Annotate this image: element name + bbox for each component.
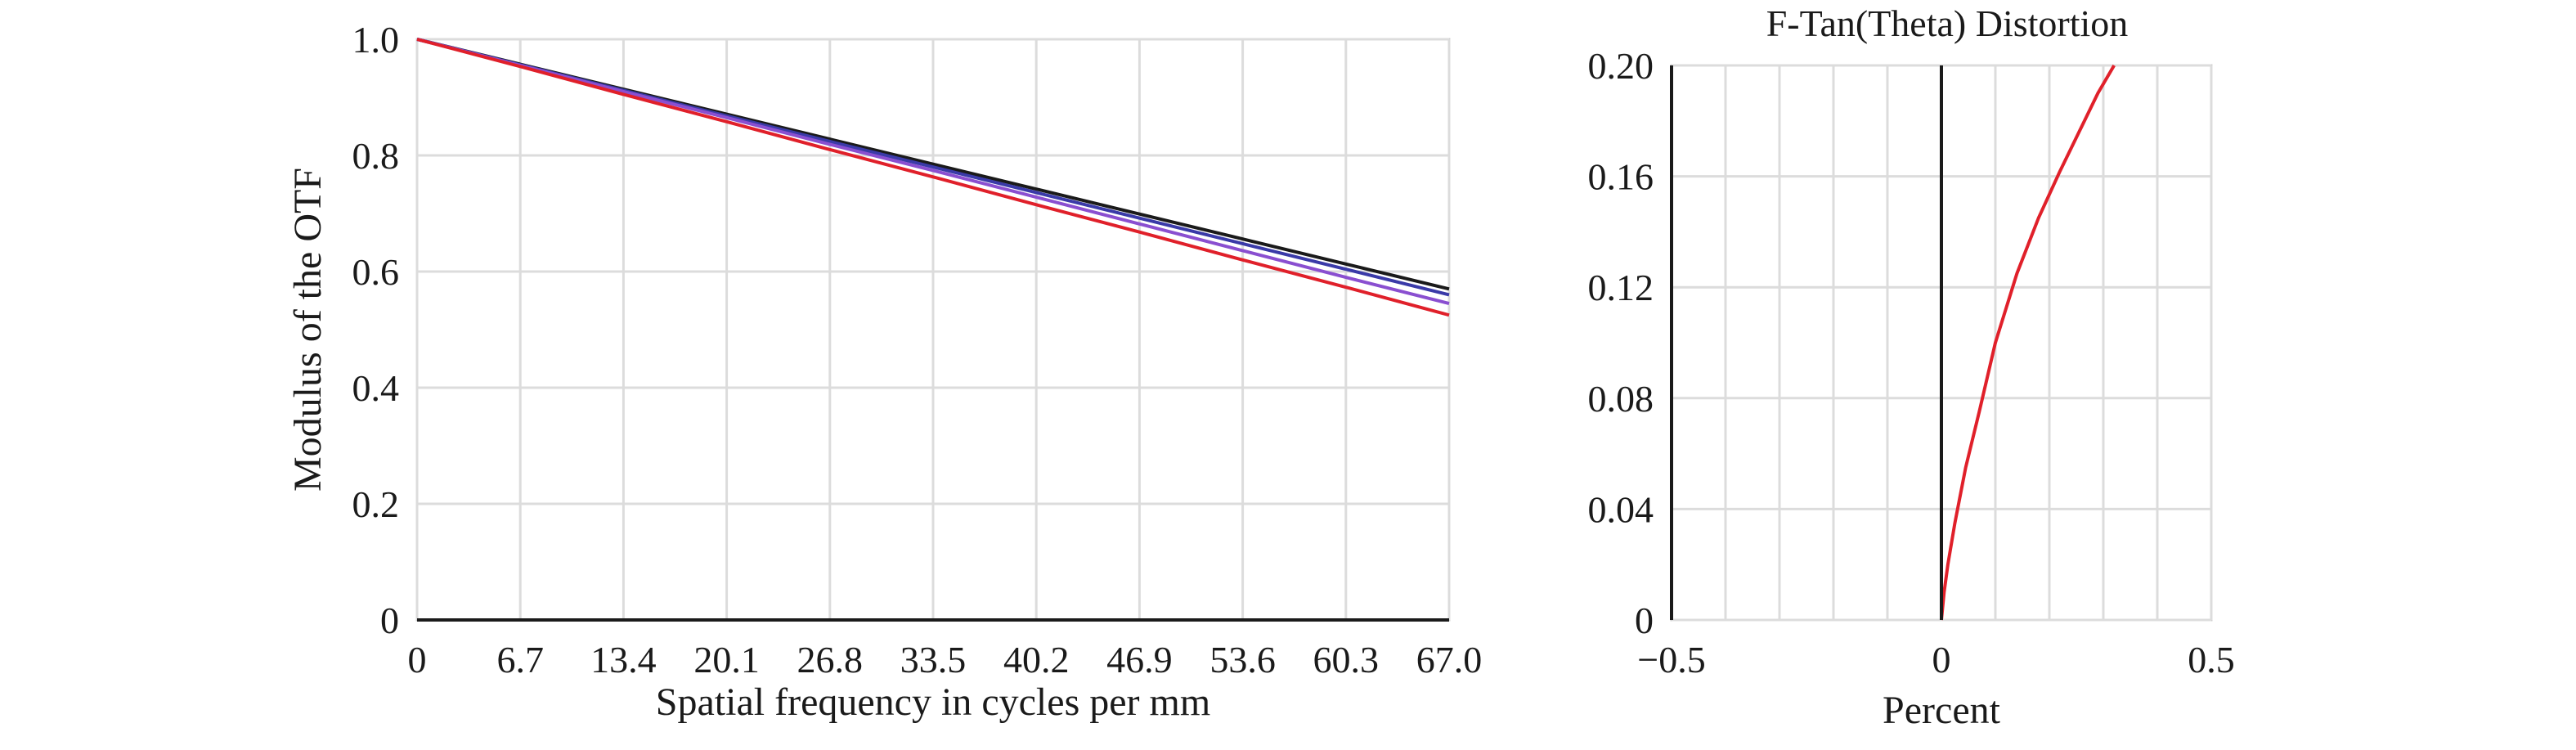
mtf-grid	[415, 38, 1451, 622]
mtf-y-tick-label: 0	[380, 600, 399, 641]
mtf-x-tick-label: 26.8	[797, 639, 864, 680]
mtf-chart: 0 6.7 13.4 20.1 26.8 33.5 40.2 46.9 53.6 60.3 67.0…	[286, 19, 1482, 724]
mtf-x-tick-label: 46.9	[1106, 639, 1173, 680]
mtf-series-line-3	[416, 38, 1450, 305]
mtf-y-tick-label: 0.8	[352, 135, 400, 177]
distortion-chart-title: F-Tan(Theta) Distortion	[1766, 2, 2129, 44]
distortion-x-tick-label: −0.5	[1637, 639, 1705, 680]
mtf-series-group	[416, 38, 1450, 317]
mtf-x-axis-title: Spatial frequency in cycles per mm	[656, 680, 1210, 724]
distortion-y-tick-label: 0.04	[1588, 488, 1654, 530]
mtf-series-line-4	[416, 38, 1450, 317]
mtf-y-tick-label: 0.2	[352, 483, 400, 525]
mtf-y-tick-label: 1.0	[352, 19, 400, 61]
mtf-x-tick-label: 0	[408, 639, 427, 680]
mtf-y-axis-title: Modulus of the OTF	[286, 168, 330, 492]
distortion-x-axis-title: Percent	[1883, 689, 2001, 732]
distortion-y-tick-label: 0	[1635, 600, 1654, 641]
distortion-y-tick-label: 0.08	[1588, 378, 1654, 420]
distortion-series-group	[1940, 64, 2116, 621]
mtf-x-tick-label: 6.7	[496, 639, 544, 680]
mtf-x-tick-label: 40.2	[1003, 639, 1070, 680]
distortion-x-tick-label: 0.5	[2188, 639, 2235, 680]
distortion-y-tick-label: 0.12	[1588, 267, 1654, 308]
distortion-chart: F-Tan(Theta) Distortion −0.5 0 0.5 00.040.…	[1588, 2, 2235, 732]
distortion-series-line-1	[1940, 64, 2116, 621]
distortion-x-tick-labels: −0.5 0 0.5	[1637, 639, 2234, 680]
distortion-x-tick-label: 0	[1932, 639, 1951, 680]
mtf-x-tick-label: 33.5	[900, 639, 967, 680]
mtf-y-tick-label: 0.4	[352, 367, 400, 409]
mtf-y-tick-label: 0.6	[352, 251, 400, 293]
mtf-y-tick-labels: 0 0.2 0.4 0.6 0.8 1.0	[352, 19, 400, 641]
distortion-y-tick-label: 0.20	[1588, 45, 1654, 87]
distortion-y-tick-labels: 0 0.04 0.08 0.12 0.16 0.20	[1588, 45, 1654, 641]
distortion-y-tick-label: 0.16	[1588, 156, 1654, 198]
mtf-x-tick-label: 20.1	[693, 639, 760, 680]
mtf-x-tick-label: 67.0	[1416, 639, 1483, 680]
mtf-x-tick-labels: 0 6.7 13.4 20.1 26.8 33.5 40.2 46.9 53.6 60.3 67.0	[408, 639, 1483, 680]
mtf-x-tick-label: 13.4	[590, 639, 657, 680]
mtf-x-tick-label: 60.3	[1313, 639, 1380, 680]
mtf-x-tick-label: 53.6	[1209, 639, 1276, 680]
distortion-axes	[1670, 65, 1943, 620]
